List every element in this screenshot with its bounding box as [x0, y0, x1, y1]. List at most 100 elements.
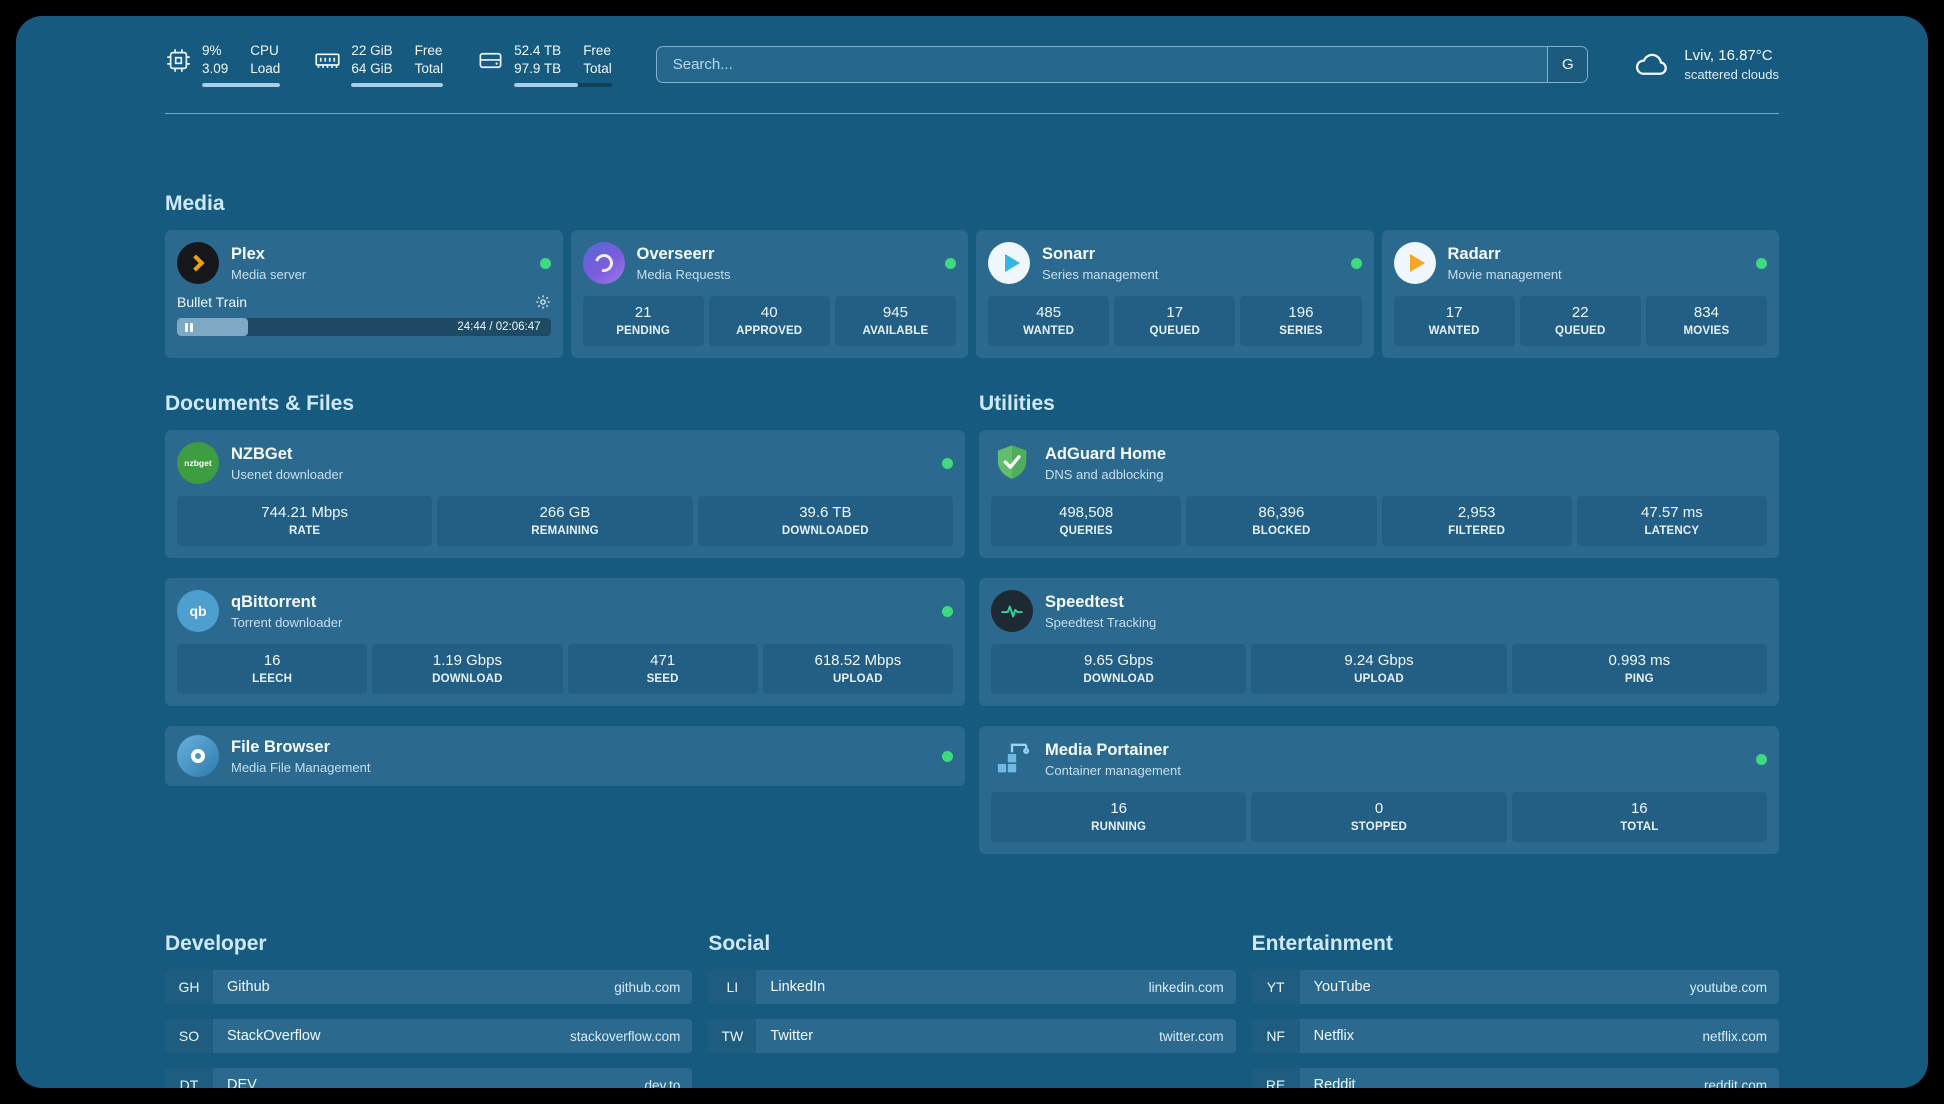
link-reddit[interactable]: RE Reddit reddit.com — [1251, 1068, 1779, 1088]
card-titles: NZBGet Usenet downloader — [231, 445, 343, 482]
card-header: AdGuard Home DNS and adblocking — [991, 442, 1767, 484]
card-name: Overseerr — [636, 244, 715, 263]
status-online-dot — [1350, 257, 1362, 269]
dashboard-content: 9% 3.09 CPU Load — [16, 16, 1928, 1088]
link-name: DEV — [227, 1077, 257, 1088]
card-subtitle: Torrent downloader — [231, 614, 343, 630]
stat-tile-blocked: 86,396 BLOCKED — [1186, 496, 1377, 547]
link-domain: twitter.com — [1159, 1028, 1224, 1044]
search-engine-button[interactable]: G — [1547, 47, 1588, 83]
card-titles: Sonarr Series management — [1042, 245, 1158, 282]
link-abbr-badge: RE — [1251, 1068, 1300, 1088]
card-titles: Plex Media server — [231, 245, 306, 282]
card-portainer[interactable]: Media Portainer Container management 16 … — [979, 726, 1779, 855]
link-domain: youtube.com — [1689, 979, 1767, 995]
stat-tile-latency: 47.57 ms LATENCY — [1576, 496, 1767, 547]
section-title-media: Media — [165, 192, 225, 216]
social-links-column: Social LI LinkedIn linkedin.com TW Twitt… — [708, 932, 1236, 1068]
card-qbittorrent[interactable]: qb qBittorrent Torrent downloader 16 LEE… — [165, 578, 965, 707]
stat-label: AVAILABLE — [862, 325, 929, 338]
pause-icon[interactable] — [185, 322, 193, 332]
playback-progress-bar[interactable]: 24:44 / 02:06:47 — [177, 318, 551, 337]
stats-row: 17 WANTED 22 QUEUED 834 MOVIES — [1393, 296, 1768, 347]
stat-label: TOTAL — [1620, 821, 1659, 834]
stat-value: 0 — [1374, 800, 1384, 818]
memory-stat-group: 22 GiB 64 GiB Free Total — [314, 42, 444, 88]
cpu-stat-group: 9% 3.09 CPU Load — [165, 42, 281, 88]
cpu-values: 9% 3.09 — [202, 42, 228, 78]
card-subtitle: Speedtest Tracking — [1045, 614, 1157, 630]
stat-label: QUERIES — [1059, 525, 1113, 538]
stat-value: 21 — [634, 304, 652, 322]
dashboard-window: 9% 3.09 CPU Load — [16, 16, 1928, 1088]
status-online-dot — [1756, 257, 1767, 269]
memory-label-bottom: Total — [414, 61, 444, 77]
disk-icon — [477, 42, 504, 87]
status-online-dot — [539, 257, 551, 269]
link-netflix[interactable]: NF Netflix netflix.com — [1251, 1019, 1779, 1054]
status-online-dot — [1756, 753, 1767, 765]
card-subtitle: Movie management — [1447, 266, 1562, 282]
plex-chevron-shape — [187, 254, 205, 272]
card-plex[interactable]: Plex Media server Bullet Train — [165, 230, 563, 359]
stat-value: 1.19 Gbps — [432, 652, 502, 670]
topbar: 9% 3.09 CPU Load — [165, 42, 1779, 88]
card-nzbget[interactable]: nzbget NZBGet Usenet downloader 744.21 M… — [165, 430, 965, 559]
disk-usage-bar-fill — [514, 83, 578, 88]
card-name: AdGuard Home — [1045, 444, 1167, 463]
now-playing-row: Bullet Train — [177, 294, 551, 310]
link-domain: netflix.com — [1702, 1028, 1767, 1044]
stat-label: BLOCKED — [1252, 525, 1311, 538]
link-name: Twitter — [770, 1028, 814, 1045]
disk-stat-group: 52.4 TB 97.9 TB Free Total — [477, 42, 612, 88]
link-abbr-badge: NF — [1251, 1019, 1300, 1054]
stats-row: 485 WANTED 17 QUEUED 196 SERIES — [988, 296, 1362, 347]
stat-tile-download: 9.65 Gbps DOWNLOAD — [991, 644, 1247, 695]
search-input[interactable] — [656, 47, 1548, 83]
stat-label: SERIES — [1279, 325, 1323, 338]
stat-tile-movies: 834 MOVIES — [1645, 296, 1768, 347]
card-adguard[interactable]: AdGuard Home DNS and adblocking 498,508 … — [979, 430, 1779, 559]
link-linkedin[interactable]: LI LinkedIn linkedin.com — [708, 970, 1236, 1005]
disk-labels: Free Total — [583, 42, 612, 78]
stat-value: 86,396 — [1258, 504, 1305, 522]
stat-value: 196 — [1288, 304, 1314, 322]
overseerr-swirl-shape — [591, 251, 616, 276]
stat-tile-ping: 0.993 ms PING — [1511, 644, 1767, 695]
link-youtube[interactable]: YT YouTube youtube.com — [1251, 970, 1779, 1005]
section-title-developer: Developer — [165, 932, 267, 956]
link-github[interactable]: GH Github github.com — [165, 970, 693, 1005]
stat-label: DOWNLOAD — [432, 673, 503, 686]
link-dev[interactable]: DT DEV dev.to — [165, 1068, 693, 1088]
link-twitter[interactable]: TW Twitter twitter.com — [708, 1019, 1236, 1054]
card-speedtest[interactable]: Speedtest Speedtest Tracking 9.65 Gbps D… — [979, 578, 1779, 707]
plex-icon — [177, 242, 219, 285]
link-abbr-badge: DT — [165, 1068, 213, 1088]
disk-values: 52.4 TB 97.9 TB — [514, 42, 561, 78]
stats-row: 16 RUNNING 0 STOPPED 16 TOTAL — [991, 792, 1767, 843]
link-stackoverflow[interactable]: SO StackOverflow stackoverflow.com — [165, 1019, 693, 1054]
card-sonarr[interactable]: Sonarr Series management 485 WANTED 17 Q… — [976, 230, 1374, 359]
card-filebrowser[interactable]: File Browser Media File Management — [165, 726, 965, 787]
stat-label: SEED — [646, 673, 679, 686]
stat-label: RATE — [289, 525, 321, 538]
stat-tile-upload: 618.52 Mbps UPLOAD — [762, 644, 953, 695]
disk-label-top: Free — [583, 43, 611, 58]
disk-stat-body: 52.4 TB 97.9 TB Free Total — [514, 42, 612, 88]
memory-icon — [314, 42, 341, 87]
card-header: File Browser Media File Management — [177, 735, 953, 778]
card-overseerr[interactable]: Overseerr Media Requests 21 PENDING 40 A… — [570, 230, 968, 359]
stat-tile-downloaded: 39.6 TB DOWNLOADED — [697, 496, 953, 547]
stat-label: MOVIES — [1683, 325, 1730, 338]
link-domain: github.com — [614, 979, 681, 995]
link-domain: stackoverflow.com — [570, 1028, 681, 1044]
settings-gear-icon[interactable] — [535, 294, 551, 310]
card-radarr[interactable]: Radarr Movie management 17 WANTED 22 QUE… — [1381, 230, 1779, 359]
playback-progress-fill — [177, 318, 248, 337]
card-titles: AdGuard Home DNS and adblocking — [1045, 445, 1166, 482]
card-header: Plex Media server — [177, 242, 551, 285]
nzbget-icon: nzbget — [177, 442, 219, 485]
cpu-stat-body: 9% 3.09 CPU Load — [202, 42, 281, 88]
stat-tile-filtered: 2,953 FILTERED — [1381, 496, 1572, 547]
qbittorrent-icon: qb — [177, 590, 219, 633]
